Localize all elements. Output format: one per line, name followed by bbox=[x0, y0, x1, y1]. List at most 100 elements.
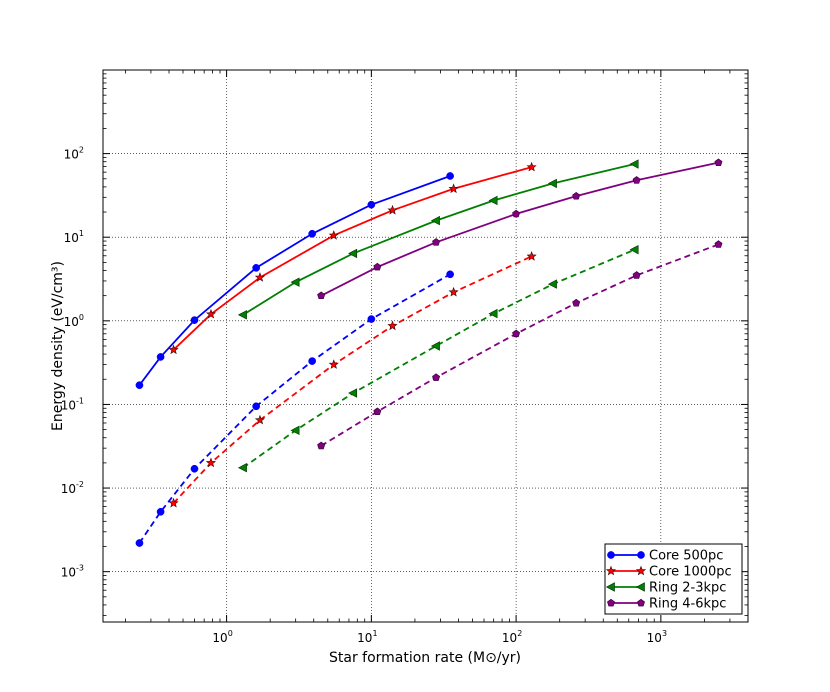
series-5 bbox=[237, 244, 639, 473]
x-tick-labels: 100 101 102 103 bbox=[212, 629, 667, 645]
legend-entry: Ring 2-3kpc bbox=[605, 581, 726, 596]
data-point bbox=[168, 497, 179, 508]
data-point bbox=[446, 172, 454, 180]
x-tick-label: 103 bbox=[647, 629, 667, 645]
y-tick-exponent: -2 bbox=[76, 480, 84, 489]
data-point bbox=[237, 310, 247, 320]
data-point bbox=[308, 357, 317, 365]
data-point bbox=[572, 298, 581, 307]
data-point bbox=[526, 161, 537, 172]
data-point bbox=[526, 251, 537, 261]
legend-marker bbox=[607, 598, 615, 607]
data-point bbox=[328, 359, 339, 369]
y-tick-exponent: -3 bbox=[76, 564, 84, 573]
y-axis-label: Energy density (eV/cm³) bbox=[50, 261, 66, 431]
legend-entry: Ring 4-6kpc bbox=[607, 597, 726, 612]
y-tick-exponent: 1 bbox=[79, 229, 84, 238]
data-point bbox=[205, 457, 217, 468]
data-point bbox=[547, 178, 557, 189]
data-point bbox=[254, 414, 266, 425]
data-point bbox=[348, 388, 358, 398]
data-point bbox=[629, 244, 639, 255]
series-7 bbox=[317, 240, 723, 450]
legend-entry: Core 500pc bbox=[607, 549, 723, 564]
data-point bbox=[252, 402, 260, 411]
data-point bbox=[387, 204, 398, 215]
data-point bbox=[135, 381, 144, 390]
data-point bbox=[252, 264, 260, 272]
data-point bbox=[317, 441, 326, 450]
legend-label: Core 1000pc bbox=[649, 565, 732, 580]
data-point bbox=[156, 507, 165, 516]
data-point bbox=[135, 539, 144, 547]
data-point bbox=[168, 344, 179, 355]
data-point bbox=[205, 308, 217, 319]
data-point bbox=[632, 271, 641, 279]
data-point bbox=[373, 262, 382, 271]
y-tick-exponent: 2 bbox=[79, 146, 84, 155]
series-0 bbox=[135, 172, 454, 390]
data-point bbox=[430, 341, 440, 351]
x-axis-label: Star formation rate (M⊙/yr) bbox=[329, 650, 521, 666]
series-2 bbox=[168, 161, 537, 355]
x-tick-exponent: 0 bbox=[228, 629, 233, 638]
data-point bbox=[237, 463, 247, 473]
data-point bbox=[714, 158, 723, 167]
data-point bbox=[387, 320, 398, 331]
data-point bbox=[512, 329, 521, 338]
x-tick-label: 100 bbox=[212, 629, 232, 645]
legend-marker bbox=[635, 582, 645, 592]
data-point bbox=[446, 270, 454, 279]
legend-label: Ring 2-3kpc bbox=[649, 581, 726, 596]
data-point bbox=[430, 215, 440, 226]
data-point bbox=[367, 200, 376, 209]
data-point bbox=[488, 308, 498, 319]
data-point bbox=[328, 230, 339, 240]
plot-frame bbox=[102, 69, 749, 623]
data-point bbox=[156, 353, 165, 361]
legend-label: Core 500pc bbox=[649, 549, 723, 564]
major-ticks bbox=[103, 70, 748, 622]
series-4 bbox=[237, 159, 639, 320]
data-point bbox=[448, 183, 459, 194]
data-point bbox=[572, 191, 581, 200]
x-tick-exponent: 2 bbox=[517, 629, 522, 638]
x-tick-exponent: 3 bbox=[662, 629, 667, 638]
data-point bbox=[290, 277, 300, 287]
data-point bbox=[373, 407, 382, 416]
series-3 bbox=[168, 251, 537, 508]
data-point bbox=[348, 248, 358, 259]
x-tick-label: 102 bbox=[502, 629, 522, 645]
y-tick-exponent: -1 bbox=[76, 396, 84, 405]
data-point bbox=[190, 464, 199, 473]
data-point bbox=[190, 316, 199, 324]
legend-marker bbox=[605, 565, 617, 576]
data-point bbox=[254, 272, 266, 282]
data-point bbox=[629, 159, 639, 169]
data-point bbox=[547, 279, 557, 289]
legend-label: Ring 4-6kpc bbox=[649, 597, 726, 612]
legend-marker bbox=[635, 565, 647, 576]
y-tick-exponent: 0 bbox=[79, 313, 84, 322]
data-point bbox=[714, 240, 723, 248]
series-layer bbox=[135, 158, 723, 547]
x-tick-exponent: 1 bbox=[372, 629, 377, 638]
series-1 bbox=[135, 270, 454, 547]
legend-entry: Core 1000pc bbox=[605, 565, 732, 580]
data-point bbox=[632, 176, 641, 184]
minor-ticks bbox=[103, 70, 748, 622]
legend-marker bbox=[607, 551, 615, 559]
data-point bbox=[448, 286, 459, 297]
data-point bbox=[512, 209, 521, 218]
x-tick-label: 101 bbox=[357, 629, 377, 645]
data-point bbox=[488, 195, 498, 206]
data-point bbox=[308, 229, 317, 238]
series-6 bbox=[317, 158, 723, 300]
legend-marker bbox=[637, 598, 645, 607]
data-point bbox=[290, 425, 300, 436]
legend-marker bbox=[605, 582, 615, 592]
data-point bbox=[367, 315, 376, 323]
data-point bbox=[432, 238, 441, 246]
